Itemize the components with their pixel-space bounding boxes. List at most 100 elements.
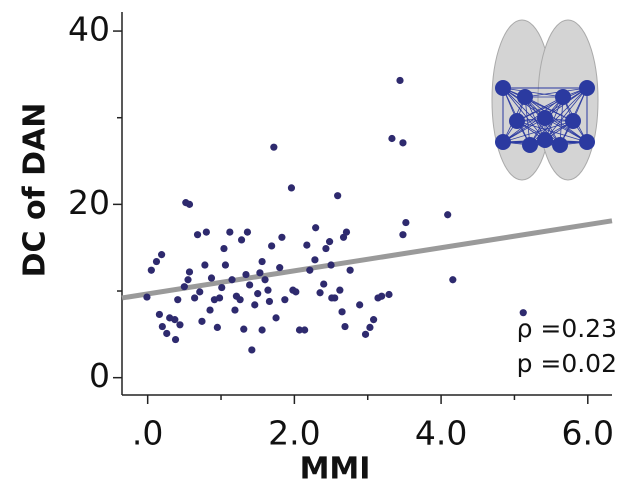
network-node [579, 80, 595, 96]
point [378, 292, 386, 300]
point [158, 322, 166, 331]
network-node [579, 134, 595, 150]
point [221, 261, 230, 269]
point [202, 228, 210, 236]
point [366, 323, 374, 332]
point [281, 296, 289, 304]
point [322, 244, 330, 253]
x-tick-label: 2.0 [268, 414, 320, 453]
point [264, 286, 272, 294]
point [334, 192, 342, 200]
point [306, 266, 314, 274]
point [207, 274, 216, 282]
network-node [555, 89, 571, 105]
point [240, 325, 248, 333]
point [242, 270, 250, 279]
point [174, 296, 182, 304]
network-node [537, 132, 553, 148]
point [292, 288, 300, 296]
point [519, 309, 527, 317]
network-edge [524, 87, 588, 98]
point [258, 257, 266, 266]
point [356, 301, 364, 309]
point [268, 242, 276, 250]
point [272, 314, 280, 322]
point [295, 326, 304, 334]
x-tick-label: 4.0 [415, 414, 467, 453]
point [213, 323, 221, 332]
point [276, 264, 284, 272]
point [370, 316, 378, 324]
point [342, 228, 351, 236]
point [325, 238, 334, 246]
network-edge [544, 117, 588, 143]
x-tick-label: .0 [132, 414, 164, 453]
point [278, 233, 286, 241]
point [316, 289, 324, 297]
point [198, 317, 206, 325]
point [243, 228, 252, 236]
point [336, 286, 344, 294]
network-node [517, 89, 533, 105]
point [236, 296, 244, 304]
network-node [565, 113, 581, 129]
point [176, 321, 184, 329]
point [254, 290, 262, 298]
point [388, 134, 396, 143]
point [399, 231, 407, 239]
point [301, 326, 309, 334]
point [215, 294, 224, 302]
point [270, 143, 278, 151]
network-edge [502, 87, 564, 98]
point [261, 276, 269, 284]
network-node [495, 80, 511, 96]
point [155, 310, 164, 319]
point [184, 276, 192, 284]
point [248, 346, 256, 354]
x-tick-label: 6.0 [562, 414, 614, 453]
network-node [537, 110, 553, 126]
point [228, 276, 236, 284]
point [226, 228, 234, 236]
point [171, 316, 179, 324]
network-node [552, 137, 568, 153]
point [449, 276, 457, 284]
network-node [509, 113, 525, 129]
y-tick-label: 0 [89, 356, 110, 395]
network-node [522, 137, 538, 153]
point [258, 326, 266, 334]
y-tick-label: 40 [68, 10, 110, 49]
fit-line [121, 218, 613, 301]
point [143, 293, 151, 301]
network-edge [516, 87, 588, 122]
network-edge [502, 120, 574, 143]
point [185, 200, 194, 208]
point [361, 330, 370, 338]
point [287, 184, 296, 192]
point [331, 294, 339, 302]
annotation: p =0.02 [517, 349, 617, 378]
point [399, 139, 407, 147]
point [237, 236, 246, 244]
point [193, 231, 202, 239]
annotation: ρ =0.23 [517, 314, 617, 343]
y-axis-label: DC of DAN [18, 103, 53, 278]
point [256, 269, 264, 277]
point [402, 218, 410, 227]
network-edge [516, 120, 588, 143]
point [220, 244, 228, 253]
point [444, 211, 452, 219]
point [320, 280, 328, 288]
point [396, 76, 404, 85]
point [152, 257, 161, 266]
point [191, 294, 199, 302]
x-axis-label: MMI [300, 452, 371, 487]
network-node [495, 134, 511, 150]
point [338, 308, 346, 316]
point [180, 283, 188, 291]
point [171, 335, 180, 344]
y-tick-label: 20 [68, 183, 110, 222]
point [251, 301, 259, 309]
